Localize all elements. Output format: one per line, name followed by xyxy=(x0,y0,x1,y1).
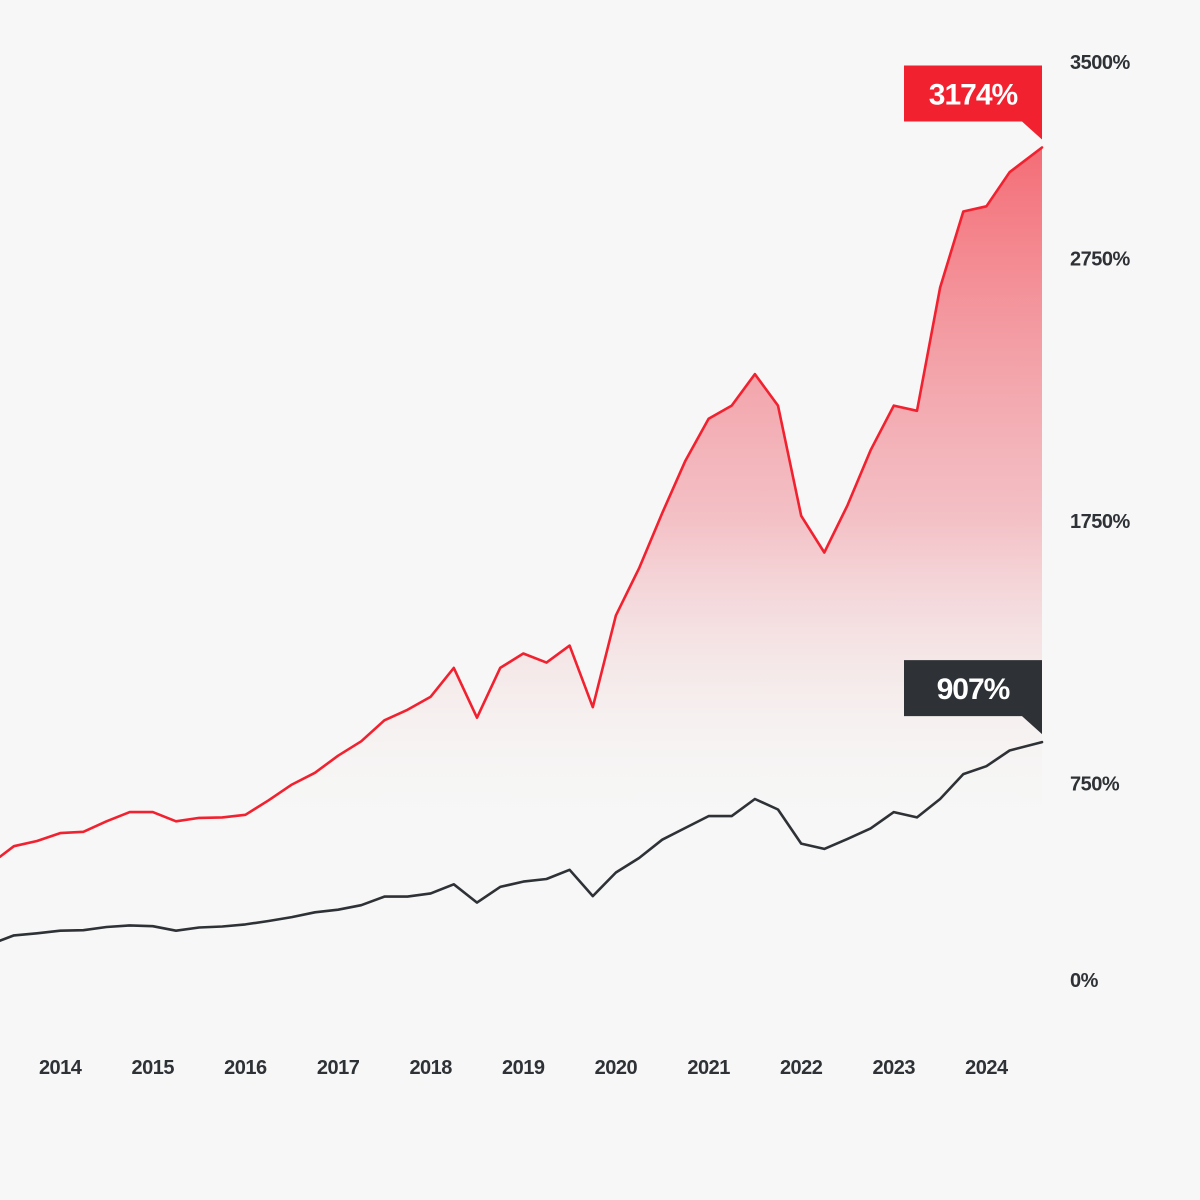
x-tick-label: 2020 xyxy=(595,1057,638,1079)
series-lines xyxy=(0,146,1044,942)
x-tick-label: 2018 xyxy=(409,1057,452,1079)
x-tick-label: 2019 xyxy=(502,1057,545,1079)
y-tick-label: 0% xyxy=(1070,970,1099,992)
y-tick-label: 1750% xyxy=(1070,511,1130,533)
x-tick-label: 2014 xyxy=(39,1057,83,1079)
x-tick-label: 2023 xyxy=(873,1057,916,1079)
x-tick-label: 2017 xyxy=(317,1057,360,1079)
callout-box xyxy=(904,660,1042,735)
x-tick-label: 2021 xyxy=(687,1057,730,1079)
callout-label: 907% xyxy=(937,673,1010,706)
y-tick-label: 750% xyxy=(1070,773,1120,795)
callout-label: 3174% xyxy=(929,79,1018,112)
series-1-line xyxy=(0,146,1044,858)
y-tick-label: 2750% xyxy=(1070,249,1130,271)
callout-box xyxy=(904,65,1042,140)
series-2-line xyxy=(0,740,1044,942)
x-tick-label: 2024 xyxy=(965,1057,1009,1079)
series-2-end-callout: 907% xyxy=(904,660,1042,735)
x-tick-label: 2022 xyxy=(780,1057,823,1079)
series-1-end-callout: 3174% xyxy=(904,65,1042,140)
x-tick-label: 2016 xyxy=(224,1057,267,1079)
y-tick-label: 3500% xyxy=(1070,52,1130,74)
end-value-callouts: 3174% 907% xyxy=(904,65,1042,735)
area-fills xyxy=(0,147,1042,857)
x-axis: 2014 2015 2016 2017 2018 2019 2020 2021 2022 2023… xyxy=(39,1057,1010,1079)
y-axis: 0% 750% 1750% 2750% 3500% xyxy=(1070,52,1131,992)
x-tick-label: 2015 xyxy=(132,1057,175,1079)
series-1-area xyxy=(0,147,1042,857)
